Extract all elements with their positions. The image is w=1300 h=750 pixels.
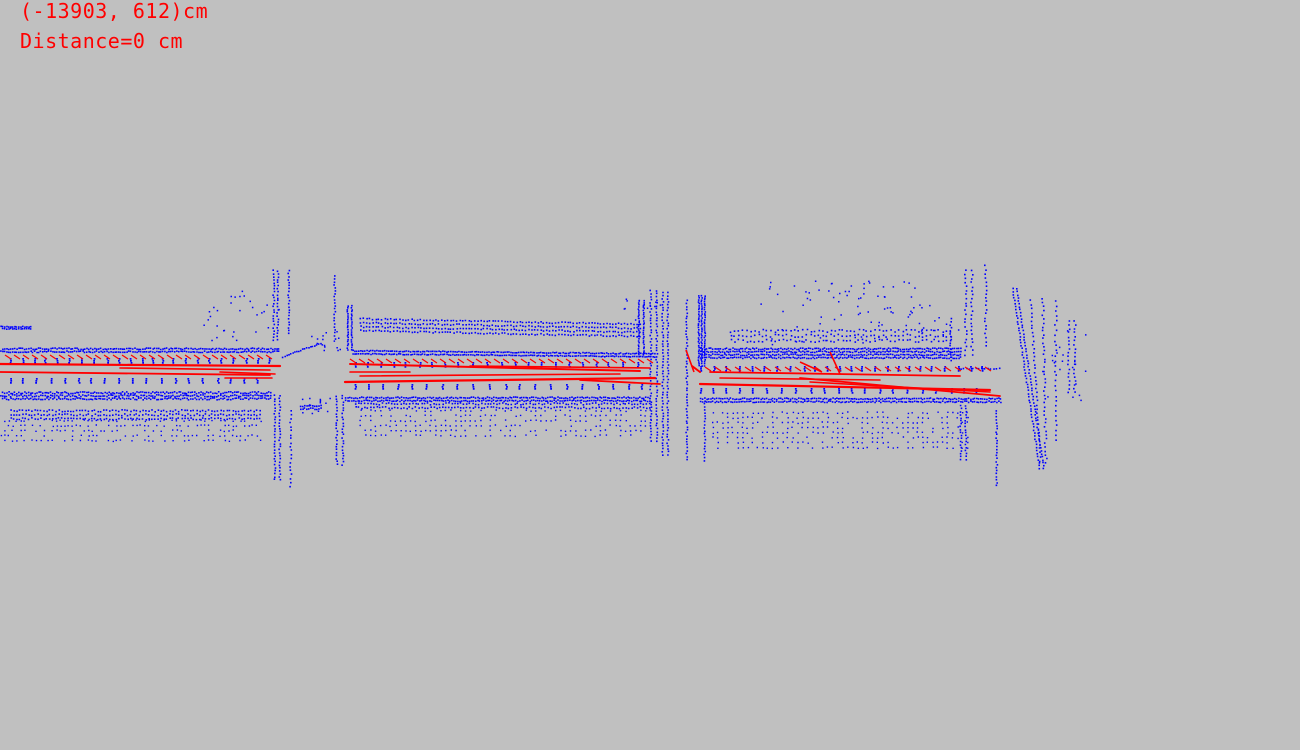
lane-crossing-marks xyxy=(685,349,841,375)
lane-line xyxy=(119,367,271,371)
lane-line xyxy=(349,363,641,372)
lane-line xyxy=(343,376,657,384)
lane-line xyxy=(709,371,961,377)
lane-line xyxy=(469,365,651,369)
lane-hatch-marks xyxy=(4,354,992,372)
distance-readout: Distance=0 cm xyxy=(20,29,184,53)
lane-line xyxy=(809,381,991,393)
lane-line xyxy=(0,362,282,368)
lane-line xyxy=(359,373,621,377)
lane-line xyxy=(219,371,276,375)
lane-lines-layer xyxy=(0,349,1001,397)
cursor-coordinate-readout: (-13903, 612)cm xyxy=(20,0,209,23)
lane-line xyxy=(719,377,881,381)
lane-line xyxy=(691,365,701,373)
lane-line xyxy=(579,379,661,385)
lane-line xyxy=(0,371,271,376)
